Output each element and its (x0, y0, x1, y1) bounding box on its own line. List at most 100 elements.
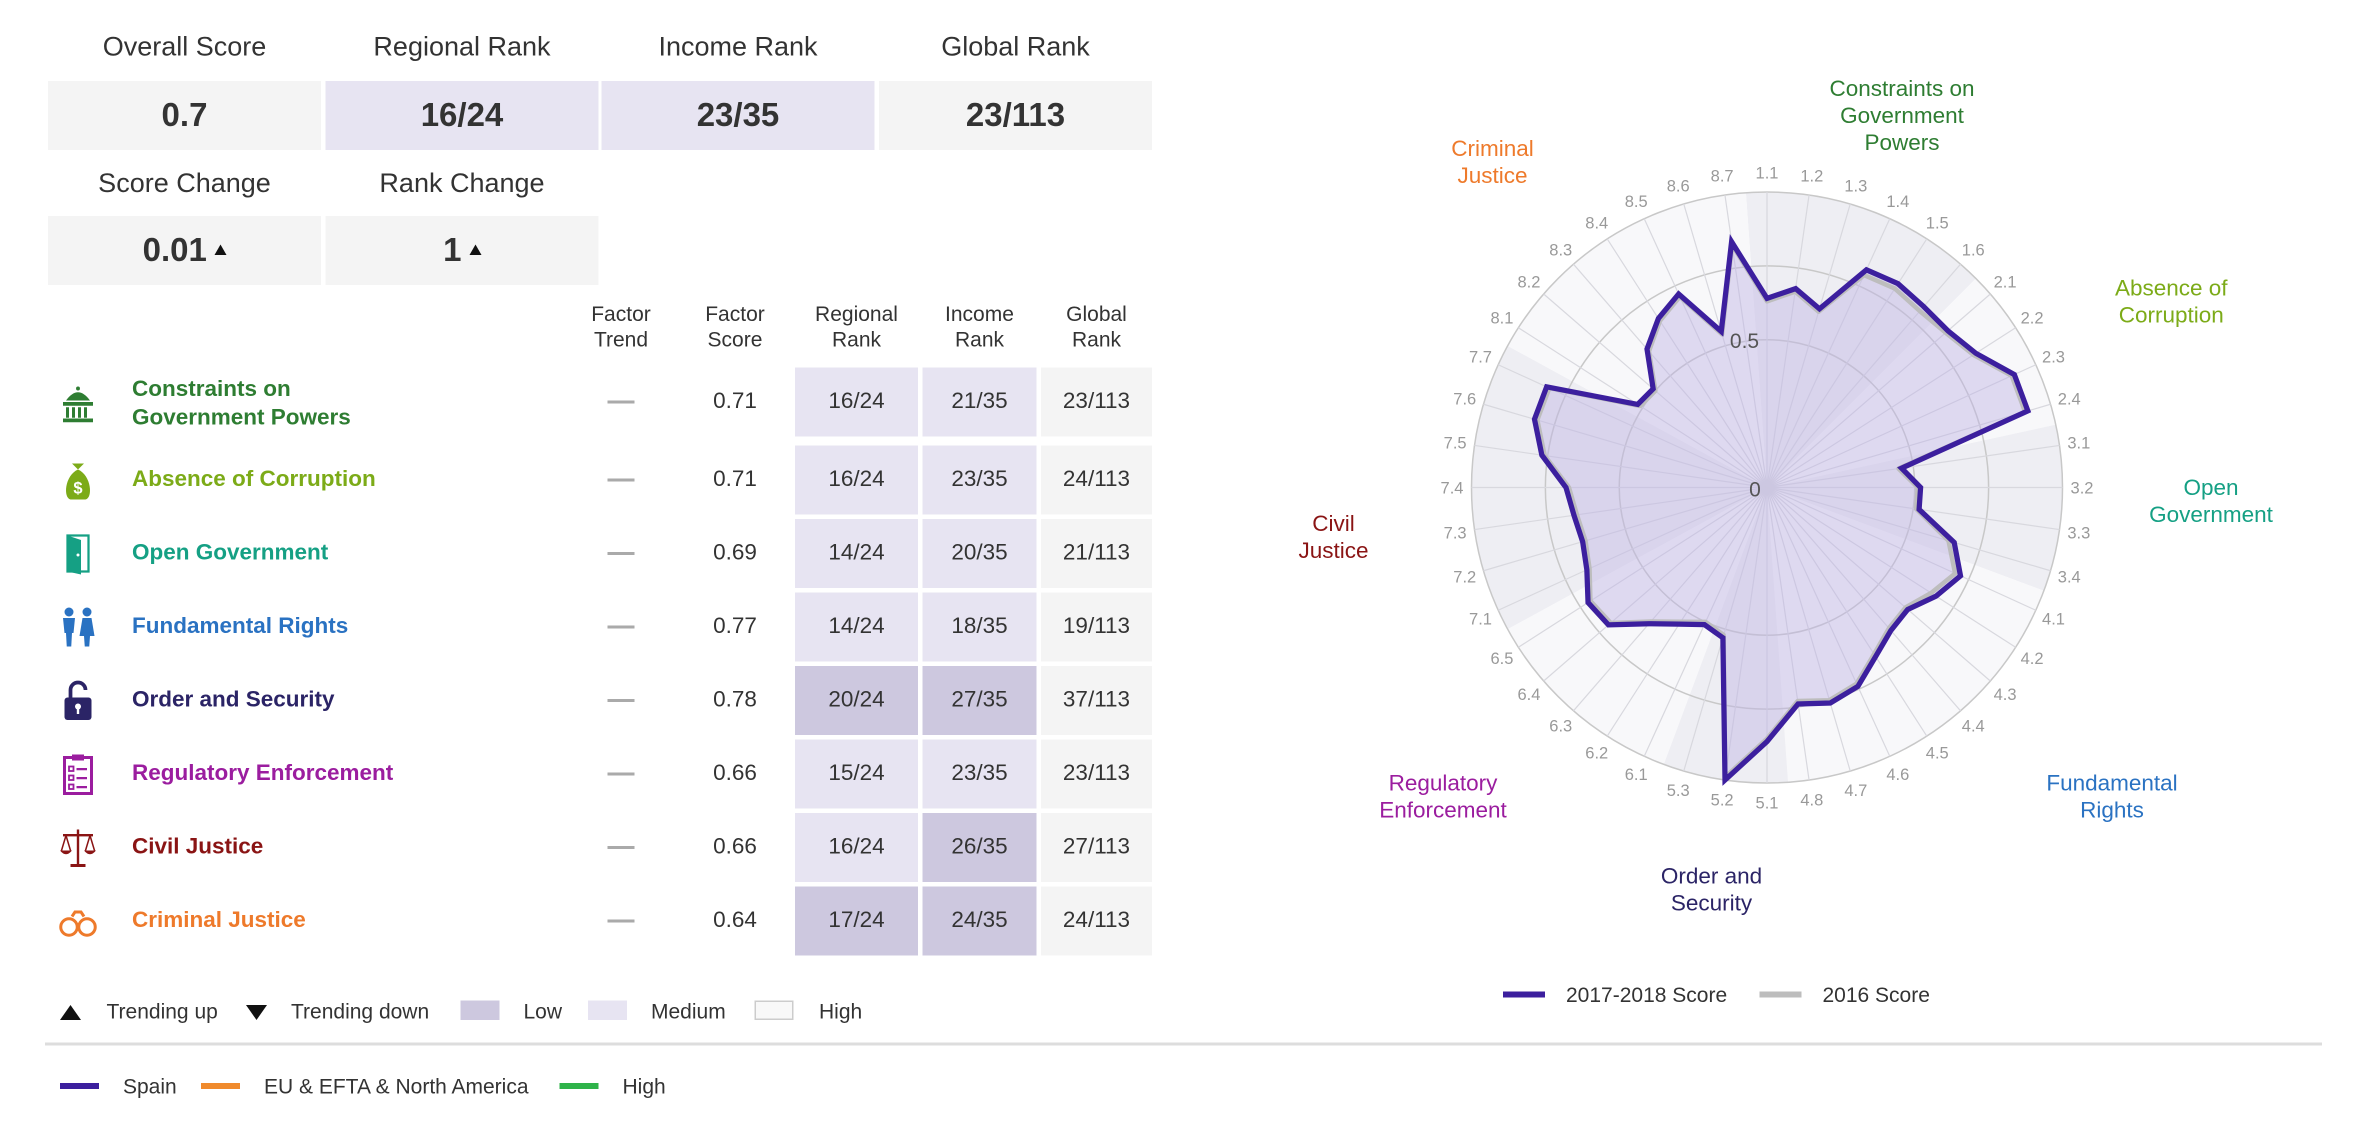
factor-name: Civil Justice (132, 834, 264, 860)
rank-change-box: 1 (325, 216, 599, 285)
col-header-global-text: Global Rank (1066, 301, 1127, 352)
factor-score: 0.78 (713, 687, 757, 713)
factor-name: Criminal Justice (132, 907, 306, 934)
radar-spoke (1474, 486, 1768, 531)
radar-tick-label: 4.4 (1962, 718, 1985, 736)
income-rank-label: Income Rank (658, 31, 818, 62)
radar-spoke (1518, 486, 1768, 648)
scales-icon (60, 829, 96, 867)
radar-tick-label: 4.1 (2042, 610, 2065, 628)
radar-factor-label: Order and Security (1635, 864, 1788, 918)
legend-high: High (819, 999, 863, 1023)
radar-factor-label: Civil Justice (1284, 512, 1383, 566)
radar-tick-label: 8.6 (1667, 177, 1690, 195)
radar-tick-label: 8.5 (1625, 193, 1648, 211)
table-row: Open Government 0.69 14/24 20/35 21/113 (45, 519, 1155, 588)
radar-spoke (1573, 263, 1768, 488)
legend-medium: Medium (651, 999, 726, 1023)
trend-dash (607, 552, 635, 555)
radar-factor-label-line: Regulatory (1388, 771, 1498, 797)
trend-dash (607, 699, 635, 702)
radar-spoke (1766, 218, 1891, 488)
radar-series (1531, 234, 2032, 786)
capitol-icon (63, 386, 93, 423)
radar-area-fill (1534, 241, 2028, 780)
global-rank-cell: 37/113 (1041, 666, 1152, 735)
global-rank-value: 23/113 (879, 81, 1152, 150)
global-rank-label: Global Rank (941, 31, 1090, 62)
col-header-income: Income Rank (923, 302, 1037, 353)
radar-spoke (1766, 487, 1851, 772)
radar-tick-label: 4.7 (1844, 782, 1867, 800)
radar-spoke (1766, 444, 2060, 489)
global-rank-cell: 19/113 (1041, 592, 1152, 662)
table-row: Regulatory Enforcement 0.66 15/24 23/35 … (45, 739, 1155, 809)
radar-spoke (1518, 327, 1768, 489)
radar-spoke (1573, 487, 1768, 712)
factor-score: 0.66 (713, 760, 757, 787)
radar-tick-label: 1.4 (1886, 193, 1909, 211)
ring-label-mid: 0.5 (1730, 330, 1759, 353)
factor-name: Order and Security (132, 687, 335, 713)
radar-line-2017-2018 (1531, 234, 2032, 786)
trend-dash (607, 625, 635, 629)
trending-up-icon (60, 1005, 81, 1020)
regional-rank-cell: 16/24 (795, 813, 918, 882)
radar-tick-label: 3.3 (2067, 524, 2090, 542)
radar-tick-label: 2.3 (2042, 349, 2065, 367)
radar-spoke (1766, 487, 1810, 781)
radar-tick-label: 5.1 (1756, 795, 1779, 813)
legend-income-swatch (559, 1083, 599, 1089)
radar-factor-label-line: Fundamental (2046, 771, 2178, 797)
regional-rank-cell: 16/24 (795, 367, 918, 437)
radar-tick-label: 3.4 (2058, 568, 2081, 586)
radar-spoke (1643, 218, 1768, 488)
regional-rank-cell: 16/24 (795, 445, 918, 515)
radar-factor-label-line: Justice (1457, 163, 1528, 190)
radar-factor-label: Open Government (2132, 476, 2291, 530)
radar-tick-label: 1.1 (1756, 165, 1779, 183)
radar-factor-label: Criminal Justice (1433, 137, 1553, 191)
radar-sector (1767, 487, 2044, 783)
radar-factor-label-line: Security (1670, 891, 1753, 917)
radar-spoke (1766, 487, 1991, 682)
legend-high-swatch (754, 1000, 794, 1020)
col-header-regional: Regional Rank (795, 302, 918, 353)
divider (45, 1042, 2322, 1046)
table-row: Fundamental Rights 0.77 14/24 18/35 19/1… (45, 592, 1155, 662)
radar-spoke (1766, 194, 1810, 488)
radar-tick-label: 7.6 (1453, 391, 1476, 409)
regional-rank-cell: 15/24 (795, 739, 918, 809)
radar-sector (1767, 278, 2056, 488)
table-row: Order and Security 0.78 20/24 27/35 37/1… (45, 666, 1155, 735)
trend-dash (607, 400, 635, 404)
table-row: $ Absence of Corruption 0.71 16/24 23/35… (45, 445, 1155, 515)
trend-dash (607, 478, 635, 482)
trend-dash (607, 919, 635, 923)
income-rank-cell: 24/35 (922, 886, 1037, 956)
radar-spoke (1766, 487, 1928, 737)
radar-tick-label: 8.1 (1490, 309, 1513, 327)
trend-up-icon (468, 244, 481, 255)
radar-spoke (1766, 364, 2037, 489)
radar-tick-label: 8.3 (1549, 241, 1572, 259)
global-rank-cell: 23/113 (1041, 367, 1152, 437)
legend-low-swatch (460, 1000, 500, 1020)
regional-rank-cell: 14/24 (795, 519, 918, 588)
global-rank-cell: 27/113 (1041, 813, 1152, 882)
trend-dash (607, 772, 635, 776)
money-bag-icon: $ (66, 463, 90, 500)
radar-spoke (1724, 487, 1768, 781)
factor-score: 0.69 (713, 540, 757, 566)
overall-score-label: Overall Score (102, 31, 267, 62)
col-header-global: Global Rank (1041, 302, 1152, 353)
col-header-trend-text: Factor Trend (591, 301, 651, 352)
factor-score: 0.71 (713, 388, 757, 415)
legend-trending-up: Trending up (106, 999, 218, 1023)
radar-tick-label: 7.7 (1469, 349, 1492, 367)
radar-spoke (1483, 403, 1768, 489)
legend-spain: Spain (123, 1074, 177, 1098)
radar-factor-label-line: Powers (1864, 130, 1940, 157)
regional-rank-label: Regional Rank (373, 31, 551, 62)
radar-factor-label-line: Enforcement (1379, 798, 1507, 824)
